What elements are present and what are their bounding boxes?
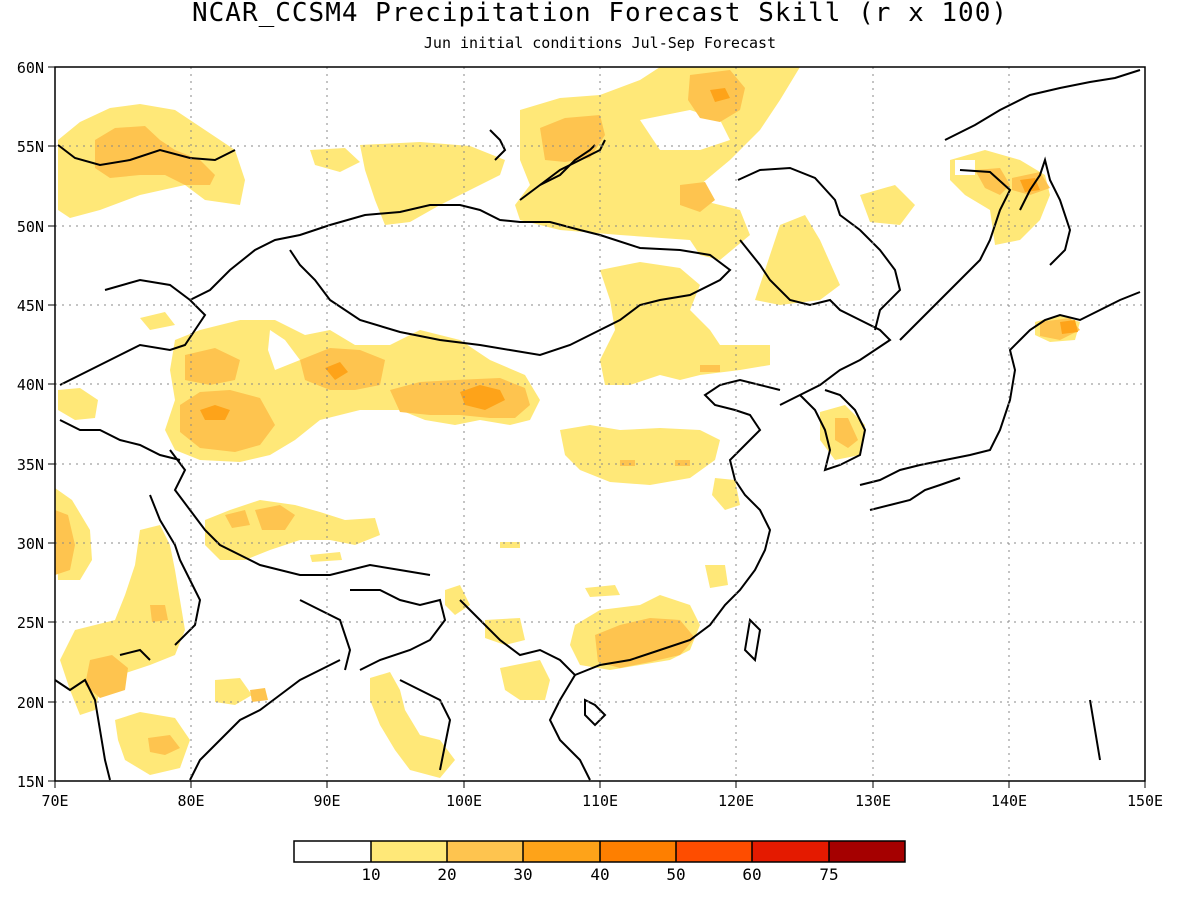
skill-30-40-regions bbox=[200, 88, 1078, 420]
colorbar-box bbox=[447, 841, 523, 862]
y-tick-label: 55N bbox=[17, 138, 44, 156]
grid-lines bbox=[55, 67, 1145, 781]
y-tick-labels: 60N 55N 50N 45N 40N 35N 30N 25N 20N 15N bbox=[17, 59, 44, 791]
map-subtitle: Jun initial conditions Jul-Sep Forecast bbox=[423, 34, 777, 52]
colorbar-box bbox=[371, 841, 447, 862]
colorbar-label: 10 bbox=[361, 865, 380, 884]
x-tick-label: 140E bbox=[991, 792, 1027, 810]
coastlines bbox=[54, 69, 1141, 781]
colorbar: 10 20 30 40 50 60 75 bbox=[293, 840, 906, 884]
y-tick-label: 45N bbox=[17, 297, 44, 315]
colorbar-label: 75 bbox=[819, 865, 838, 884]
y-tick-label: 30N bbox=[17, 535, 44, 553]
x-tick-label: 110E bbox=[582, 792, 618, 810]
axis-ticks bbox=[48, 66, 1146, 788]
x-tick-label: 120E bbox=[718, 792, 754, 810]
x-tick-label: 100E bbox=[446, 792, 482, 810]
y-tick-label: 35N bbox=[17, 456, 44, 474]
colorbar-box bbox=[294, 841, 371, 862]
colorbar-label: 20 bbox=[437, 865, 456, 884]
colorbar-box bbox=[829, 841, 905, 862]
y-tick-label: 20N bbox=[17, 694, 44, 712]
colorbar-label: 40 bbox=[590, 865, 609, 884]
map-title: NCAR_CCSM4 Precipitation Forecast Skill … bbox=[191, 0, 1008, 28]
x-tick-label: 90E bbox=[313, 792, 340, 810]
colorbar-label: 50 bbox=[666, 865, 685, 884]
x-tick-label: 150E bbox=[1127, 792, 1163, 810]
x-tick-labels: 70E 80E 90E 100E 110E 120E 130E 140E 150… bbox=[41, 792, 1163, 810]
x-tick-label: 80E bbox=[177, 792, 204, 810]
colorbar-box bbox=[600, 841, 676, 862]
colorbar-box bbox=[676, 841, 752, 862]
x-tick-label: 130E bbox=[855, 792, 891, 810]
y-tick-label: 15N bbox=[17, 773, 44, 791]
y-tick-label: 40N bbox=[17, 376, 44, 394]
y-tick-label: 50N bbox=[17, 218, 44, 236]
skill-shading bbox=[55, 67, 1080, 778]
y-tick-label: 60N bbox=[17, 59, 44, 77]
colorbar-box bbox=[523, 841, 600, 862]
colorbar-label: 30 bbox=[513, 865, 532, 884]
colorbar-label: 60 bbox=[742, 865, 761, 884]
colorbar-box bbox=[752, 841, 829, 862]
y-tick-label: 25N bbox=[17, 614, 44, 632]
x-tick-label: 70E bbox=[41, 792, 68, 810]
